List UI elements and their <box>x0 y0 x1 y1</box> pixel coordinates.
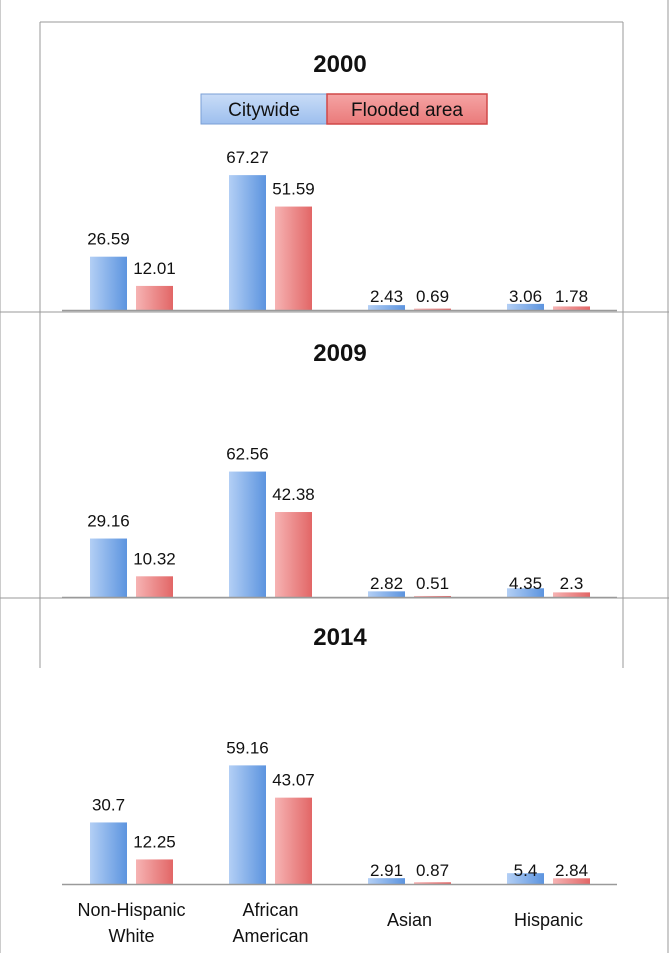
bar-citywide-2009-1 <box>229 471 266 597</box>
bar-flooded-2000-2 <box>414 308 451 310</box>
value-label-flooded-2000-0: 12.01 <box>133 259 176 278</box>
bar-citywide-2009-0 <box>90 538 127 597</box>
value-label-citywide-2000-2: 2.43 <box>370 287 403 306</box>
value-label-flooded-2009-2: 0.51 <box>416 574 449 593</box>
bar-flooded-2009-0 <box>136 576 173 597</box>
bar-flooded-2014-2 <box>414 882 451 884</box>
category-label-2: Asian <box>387 910 432 930</box>
category-label-3: Hispanic <box>514 910 583 930</box>
value-label-flooded-2014-2: 0.87 <box>416 861 449 880</box>
value-label-flooded-2009-0: 10.32 <box>133 549 176 568</box>
value-label-citywide-2014-0: 30.7 <box>92 795 125 814</box>
bar-flooded-2000-1 <box>275 206 312 310</box>
bar-flooded-2014-0 <box>136 859 173 884</box>
legend-label-citywide: Citywide <box>228 100 300 121</box>
value-label-citywide-2009-3: 4.35 <box>509 574 542 593</box>
value-label-flooded-2014-1: 43.07 <box>272 771 315 790</box>
bar-citywide-2000-1 <box>229 175 266 310</box>
bar-citywide-2014-3 <box>507 873 544 884</box>
bar-citywide-2014-0 <box>90 822 127 884</box>
value-label-citywide-2009-1: 62.56 <box>226 445 269 464</box>
value-label-flooded-2014-0: 12.25 <box>133 832 176 851</box>
value-label-citywide-2009-0: 29.16 <box>87 512 130 531</box>
category-label-0: Non-Hispanic White <box>77 900 185 946</box>
value-label-citywide-2000-3: 3.06 <box>509 287 542 306</box>
bar-citywide-2014-2 <box>368 878 405 884</box>
legend: Citywide Flooded area <box>200 93 488 125</box>
panel-2000: 26.59 67.27 2.43 3.06 12.01 51.59 0.69 1.78 <box>62 148 617 312</box>
panel-title-2009: 2009 <box>313 340 366 367</box>
bar-citywide-2000-3 <box>507 303 544 310</box>
value-label-citywide-2014-3: 5.4 <box>514 861 538 880</box>
bar-flooded-2014-3 <box>553 878 590 884</box>
value-label-flooded-2009-3: 2.3 <box>560 574 584 593</box>
legend-swatch-flooded <box>326 93 488 125</box>
value-label-flooded-2000-1: 51.59 <box>272 180 315 199</box>
value-label-citywide-2000-1: 67.27 <box>226 148 269 167</box>
bar-citywide-2014-1 <box>229 765 266 884</box>
bar-flooded-2009-1 <box>275 512 312 597</box>
bar-flooded-2014-1 <box>275 797 312 884</box>
value-label-flooded-2000-2: 0.69 <box>416 287 449 306</box>
bar-flooded-2009-2 <box>414 595 451 597</box>
panel-title-2000: 2000 <box>313 51 366 78</box>
bar-citywide-2000-0 <box>90 256 127 310</box>
bar-flooded-2009-3 <box>553 592 590 597</box>
bar-citywide-2000-2 <box>368 305 405 310</box>
value-label-citywide-2000-0: 26.59 <box>87 230 130 249</box>
value-label-flooded-2014-3: 2.84 <box>555 861 588 880</box>
panel-2014: 30.7 59.16 2.91 5.4 12.25 43.07 0.87 2.84 Non-Hi… <box>62 738 617 946</box>
category-label-1: African American <box>232 900 308 946</box>
bar-flooded-2000-3 <box>553 306 590 310</box>
panel-2009: 29.16 62.56 2.82 4.35 10.32 42.38 0.51 2.3 <box>62 445 617 599</box>
legend-swatch-citywide <box>200 93 328 125</box>
value-label-citywide-2009-2: 2.82 <box>370 574 403 593</box>
value-label-flooded-2000-3: 1.78 <box>555 287 588 306</box>
chart-panels: 26.59 67.27 2.43 3.06 12.01 51.59 0.69 1.78 29.1… <box>62 148 617 946</box>
bar-citywide-2009-2 <box>368 591 405 597</box>
value-label-citywide-2014-1: 59.16 <box>226 738 269 757</box>
legend-label-flooded: Flooded area <box>351 100 463 121</box>
bar-citywide-2009-3 <box>507 588 544 597</box>
panel-title-2014: 2014 <box>313 624 367 651</box>
bar-flooded-2000-0 <box>136 285 173 310</box>
value-label-flooded-2009-1: 42.38 <box>272 485 315 504</box>
value-label-citywide-2014-2: 2.91 <box>370 861 403 880</box>
